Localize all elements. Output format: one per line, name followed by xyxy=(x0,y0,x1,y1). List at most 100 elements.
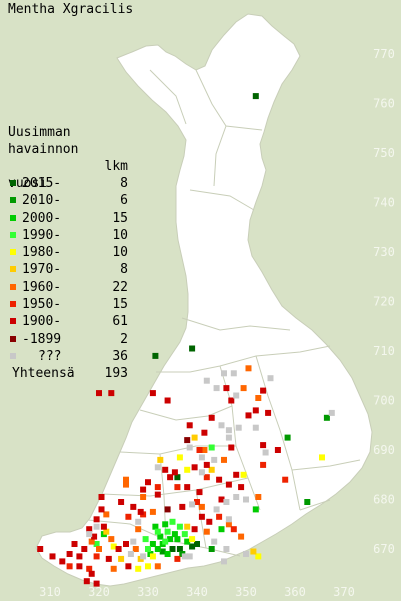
legend-row: 1960- 22 xyxy=(8,279,128,296)
legend-row: 1950- 15 xyxy=(8,296,128,313)
legend-label: -1899 xyxy=(22,331,62,347)
observation-square xyxy=(255,553,262,560)
observation-square xyxy=(66,563,73,570)
observation-square xyxy=(319,454,325,461)
observation-square xyxy=(86,526,93,533)
observation-square xyxy=(76,553,83,560)
legend-count: 15 xyxy=(112,210,128,226)
observation-square xyxy=(93,541,100,547)
legend-swatch xyxy=(10,249,16,256)
observation-square xyxy=(228,444,235,451)
legend-classes: 2015- 8 2010- 6 2000- 15 1990- 10 1980- 10 1970- 8 1… xyxy=(8,175,128,365)
legend-count: 2 xyxy=(120,331,128,347)
observation-square xyxy=(154,528,161,535)
observation-square xyxy=(93,580,100,587)
observation-square xyxy=(184,466,191,473)
legend-count: 22 xyxy=(112,279,128,295)
legend-swatch xyxy=(10,180,16,186)
observation-square xyxy=(110,565,117,572)
observation-square xyxy=(304,499,311,505)
observation-square xyxy=(233,392,240,399)
legend-row: 1980- 10 xyxy=(8,244,128,261)
region-border xyxy=(195,69,263,131)
observation-square xyxy=(198,469,205,476)
observation-square xyxy=(171,531,178,538)
observation-square xyxy=(179,503,186,510)
observation-square xyxy=(176,523,183,530)
observation-square xyxy=(154,546,161,552)
observation-square xyxy=(123,541,129,547)
observation-square xyxy=(118,499,125,505)
observation-square xyxy=(86,565,93,572)
observation-square xyxy=(162,521,169,528)
observation-square xyxy=(174,484,181,491)
observation-square xyxy=(115,546,122,552)
observation-square xyxy=(154,484,161,491)
observation-square xyxy=(201,429,208,436)
legend-row: ??? 36 xyxy=(8,348,128,365)
observation-square xyxy=(274,447,281,453)
observation-square xyxy=(328,409,335,416)
observation-square xyxy=(240,385,247,392)
legend-swatch xyxy=(10,231,16,238)
observation-square xyxy=(228,397,235,404)
y-tick-label: 680 xyxy=(373,493,395,507)
observation-square xyxy=(100,523,107,530)
legend-swatch xyxy=(10,197,16,204)
observation-square xyxy=(208,414,215,421)
observation-square xyxy=(198,503,205,510)
observation-square xyxy=(162,466,169,473)
observation-square xyxy=(81,546,88,552)
y-tick-label: 690 xyxy=(373,443,395,457)
legend-label: 1980- xyxy=(22,245,62,261)
observation-square xyxy=(96,390,102,397)
observation-square xyxy=(83,578,90,585)
observation-square xyxy=(260,387,267,394)
observation-square xyxy=(189,501,196,508)
observation-square xyxy=(125,513,132,520)
observation-square xyxy=(282,476,289,483)
legend-label: 2015- xyxy=(22,176,62,191)
observation-square xyxy=(176,546,183,552)
y-axis-labels: 770 760 750 740 730 720 710 700 690 680 670 xyxy=(373,47,395,556)
observation-square xyxy=(123,481,129,488)
observation-square xyxy=(66,551,73,557)
legend-swatch xyxy=(10,283,16,290)
observation-square xyxy=(189,345,196,352)
observation-square xyxy=(186,553,193,560)
legend-label: 1970- xyxy=(22,262,62,278)
observation-square xyxy=(181,553,188,560)
observation-square xyxy=(225,521,232,528)
legend-header-line-1: Uusimman xyxy=(8,125,71,140)
x-tick-label: 350 xyxy=(235,585,257,599)
legend-count: 10 xyxy=(112,227,128,243)
observation-square xyxy=(167,536,174,543)
observation-square xyxy=(194,541,200,547)
region-border xyxy=(189,189,255,211)
observation-square xyxy=(149,541,156,547)
y-tick-label: 710 xyxy=(373,344,395,358)
observation-square xyxy=(86,531,93,538)
observation-square xyxy=(252,506,259,513)
legend-count: 61 xyxy=(112,314,128,330)
observation-square xyxy=(171,469,178,476)
legend-total-count: 193 xyxy=(104,366,128,382)
x-tick-label: 370 xyxy=(333,585,355,599)
legend-row: -1899 2 xyxy=(8,331,128,348)
observation-square xyxy=(167,474,174,481)
legend-label: ??? xyxy=(38,348,62,364)
observation-square xyxy=(245,365,252,372)
observation-square xyxy=(108,536,115,543)
observation-square xyxy=(196,489,203,496)
observation-square xyxy=(189,536,196,543)
legend-count: 6 xyxy=(120,193,128,209)
observation-square xyxy=(211,538,218,545)
legend-header-line-2: havainnon xyxy=(8,142,79,157)
observation-square xyxy=(149,553,156,560)
region-border xyxy=(149,69,187,125)
observation-square xyxy=(216,476,223,483)
observation-square xyxy=(152,523,159,530)
observation-square xyxy=(93,516,100,523)
legend-row: 2000- 15 xyxy=(8,210,128,227)
